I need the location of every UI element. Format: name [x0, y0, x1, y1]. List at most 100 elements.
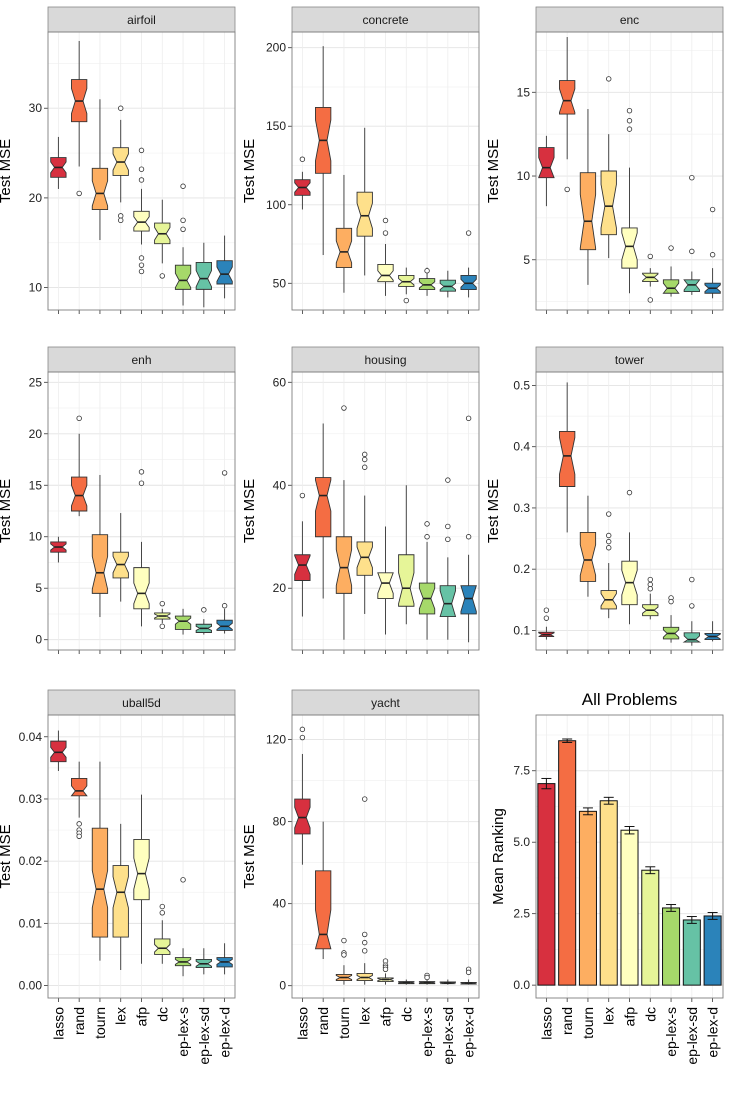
box-ep-lex-sd	[195, 948, 212, 975]
y-tick-label: 40	[273, 897, 287, 911]
outlier-point	[606, 76, 612, 82]
box-ep-lex-s	[174, 608, 192, 635]
outlier-point	[180, 226, 186, 232]
panel-all-problems: 0.0 2.5 5.0 7.5 All Problems Mean Ranking lass…	[490, 690, 724, 1065]
box-body	[621, 227, 638, 269]
y-tick-label: 200	[266, 41, 286, 55]
outlier-point	[138, 147, 145, 154]
box-ep-lex-sd	[683, 174, 701, 295]
outlier-point	[118, 105, 124, 111]
y-axis-label: Test MSE	[0, 139, 14, 203]
chart-title: All Problems	[582, 690, 677, 709]
panel-border	[291, 31, 480, 311]
x-tick-label-ep-lex-sd: ep-lex-sd	[440, 1007, 456, 1065]
box-body	[216, 619, 233, 631]
y-tick-label: 5	[523, 253, 530, 267]
outlier-point	[299, 492, 306, 499]
y-tick-label: 50	[273, 276, 287, 290]
panel-uball5d: 0.00 0.01 0.02 0.03 0.04 uball5d Test MSE lasso…	[0, 689, 236, 1065]
y-tick-label: 0.1	[513, 623, 530, 637]
outlier-point	[647, 586, 653, 592]
x-tick-label-rand: rand	[71, 1007, 87, 1035]
outlier-point	[180, 217, 186, 224]
outlier-point	[299, 726, 306, 733]
outlier-point	[382, 230, 389, 236]
box-ep-lex-s	[418, 267, 436, 296]
outlier-point	[382, 217, 389, 224]
facet-title: airfoil	[127, 13, 156, 27]
x-tick-label-ep-lex-d: ep-lex-d	[217, 1007, 233, 1058]
box-dc	[642, 576, 659, 620]
box-tourn	[335, 174, 353, 293]
facet-strip	[535, 346, 724, 373]
box-body	[133, 838, 150, 901]
outlier-point	[689, 174, 695, 181]
y-tick-label: 60	[273, 375, 287, 389]
box-dc	[398, 267, 415, 304]
y-axis-label: Test MSE	[241, 139, 258, 203]
outlier-point	[159, 903, 165, 910]
y-tick-label: 100	[266, 198, 286, 212]
x-tick-label-tourn: tourn	[92, 1007, 108, 1039]
box-body	[439, 585, 457, 617]
box-body	[71, 476, 88, 512]
outlier-point	[668, 598, 674, 605]
y-tick-label: 0.2	[513, 562, 530, 576]
x-tick-label-tourn: tourn	[336, 1007, 352, 1039]
outlier-point	[445, 536, 451, 543]
y-tick-label: 20	[273, 581, 287, 595]
y-tick-label: 80	[273, 815, 287, 829]
bar-tourn	[578, 810, 597, 986]
outlier-point	[709, 252, 716, 258]
y-tick-label: 0.5	[513, 378, 530, 392]
outlier-point	[445, 477, 451, 483]
y-tick-label: 0.0	[513, 978, 530, 992]
box-dc	[398, 485, 415, 625]
outlier-point	[465, 969, 472, 976]
box-body	[538, 147, 555, 179]
outlier-point	[564, 186, 570, 193]
box-ep-lex-s	[418, 521, 436, 640]
box-body	[314, 870, 332, 950]
outlier-point	[647, 253, 653, 260]
box-lasso	[50, 136, 67, 189]
box-lasso	[50, 730, 67, 771]
panel-tower: 0.1 0.2 0.3 0.4 0.5 tower Test MSE	[485, 346, 724, 654]
panel-enc: 5 10 15 enc Test MSE	[485, 6, 724, 314]
panel-housing: 20 40 60 housing Test MSE	[241, 346, 480, 654]
facet-strip	[291, 346, 480, 373]
outlier-point	[445, 523, 451, 530]
facet-strip	[47, 689, 236, 716]
x-tick-label-lex: lex	[357, 1007, 373, 1025]
box-body	[335, 536, 353, 594]
box-afp	[621, 108, 638, 294]
bar-ep-lex-d	[703, 915, 722, 986]
box-rand	[70, 761, 88, 839]
outlier-point	[362, 939, 368, 946]
box-body	[460, 585, 477, 615]
outlier-point	[689, 248, 695, 255]
outlier-point	[709, 206, 716, 213]
outlier-point	[626, 108, 633, 114]
outlier-point	[543, 607, 550, 613]
box-lasso	[538, 607, 555, 640]
box-body	[356, 541, 373, 576]
box-lasso	[50, 536, 67, 563]
outlier-point	[221, 603, 228, 609]
box-tourn	[335, 405, 353, 640]
y-axis-label: Test MSE	[485, 139, 502, 203]
outlier-point	[180, 877, 186, 883]
facet-strip	[47, 6, 236, 33]
box-body	[294, 554, 311, 581]
box-lex	[356, 127, 373, 276]
facet-title: enc	[620, 13, 639, 27]
outlier-point	[424, 974, 430, 981]
outlier-point	[626, 489, 633, 496]
box-lasso	[294, 492, 311, 617]
outlier-point	[118, 213, 124, 219]
error-bar-tourn	[582, 807, 593, 816]
x-tick-label-ep-lex-sd: ep-lex-sd	[684, 1007, 700, 1065]
facet-title: yacht	[371, 696, 400, 710]
outlier-point	[403, 297, 409, 304]
y-tick-label: 30	[29, 101, 43, 115]
